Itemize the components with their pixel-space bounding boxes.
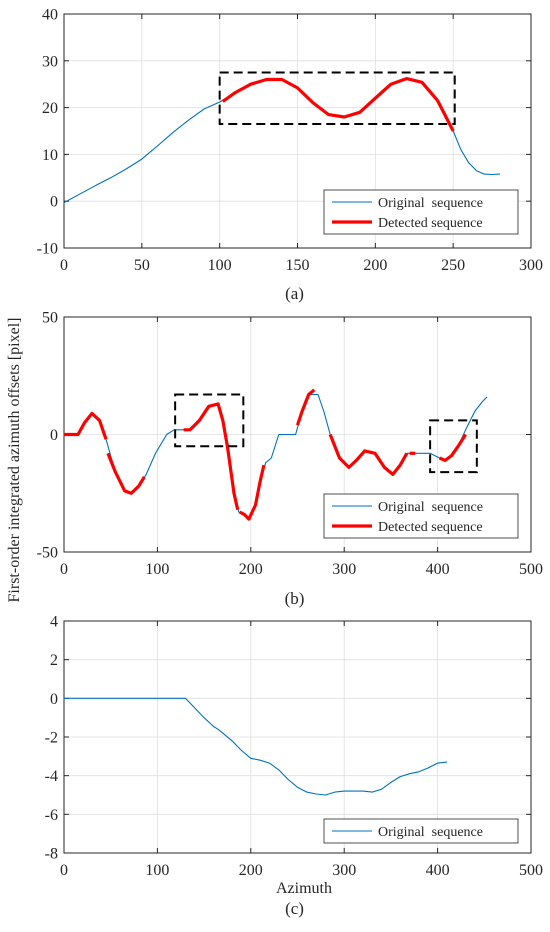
legend-label: Detected sequence: [378, 520, 483, 535]
series-line-original: [64, 697, 447, 796]
y-tick-label: 0: [50, 427, 58, 444]
highlight-box: [429, 419, 478, 474]
figure-ylabel: First-order integrated azimuth offsets […: [6, 318, 23, 603]
legend-label: Detected sequence: [378, 216, 483, 231]
series-line-detected: [295, 388, 316, 426]
y-tick-label: -8: [45, 846, 58, 863]
x-tick-label: 100: [145, 561, 169, 578]
y-tick-label: 2: [50, 652, 58, 669]
x-tick-label: 400: [426, 862, 450, 879]
x-tick-label: 300: [332, 561, 356, 578]
x-tick-label: 0: [60, 862, 68, 879]
legend: Original sequence Detected sequence: [323, 189, 519, 235]
highlight-box: [218, 71, 456, 125]
plot-area: [64, 697, 447, 796]
x-tick-label: 100: [208, 257, 232, 274]
series-line-detected: [106, 452, 146, 495]
y-tick-label: 0: [50, 691, 58, 708]
legend: Original sequence: [323, 818, 519, 844]
legend-box: [323, 493, 519, 539]
y-tick-label: 30: [42, 53, 58, 70]
y-tick-label: 10: [42, 147, 58, 164]
x-tick-label: 300: [519, 257, 543, 274]
legend: Original sequence Detected sequence: [323, 493, 519, 539]
x-tick-label: 500: [519, 862, 543, 879]
x-tick-label: 0: [60, 561, 68, 578]
series-line-detected: [438, 433, 467, 462]
figure-xlabel: Azimuth: [276, 880, 332, 897]
x-tick-label: 500: [519, 561, 543, 578]
x-tick-label: 100: [145, 862, 169, 879]
x-tick-label: 300: [332, 862, 356, 879]
panel-caption: (a): [285, 284, 304, 303]
y-tick-label: 4: [50, 614, 58, 631]
plot-area: [64, 76, 500, 204]
series-line-detected: [183, 402, 240, 511]
plot-area: [64, 388, 488, 521]
y-tick-label: 50: [42, 310, 58, 327]
x-tick-label: 250: [441, 257, 465, 274]
x-tick-label: 0: [60, 257, 68, 274]
panel-caption: (c): [285, 899, 304, 918]
panel-caption: (b): [285, 589, 305, 608]
x-tick-label: 50: [134, 257, 150, 274]
series-line-detected: [328, 433, 409, 476]
legend-label: Original sequence: [378, 500, 483, 515]
y-tick-label: -6: [45, 807, 58, 824]
y-tick-label: -4: [45, 768, 58, 785]
y-tick-label: 20: [42, 100, 58, 117]
legend-label: Original sequence: [378, 196, 483, 211]
series-line-detected: [221, 76, 455, 132]
series-line-detected: [64, 411, 108, 440]
y-tick-label: -10: [37, 241, 58, 258]
series-line-detected: [238, 464, 266, 521]
y-tick-label: -50: [37, 545, 58, 562]
x-tick-label: 200: [239, 862, 263, 879]
legend-label: Original sequence: [378, 825, 483, 840]
x-tick-label: 400: [426, 561, 450, 578]
chart-panel-3: 0 100 200 300 400 500 -8 -6 -4 -2 0 2 4 Original sequ…: [45, 614, 543, 919]
legend-box: [323, 189, 519, 235]
highlight-box: [174, 393, 245, 448]
y-tick-label: 40: [42, 7, 58, 24]
x-tick-label: 200: [363, 257, 387, 274]
y-tick-label: -2: [45, 730, 58, 747]
y-tick-label: 0: [50, 194, 58, 211]
x-tick-label: 150: [286, 257, 310, 274]
x-tick-label: 200: [239, 561, 263, 578]
